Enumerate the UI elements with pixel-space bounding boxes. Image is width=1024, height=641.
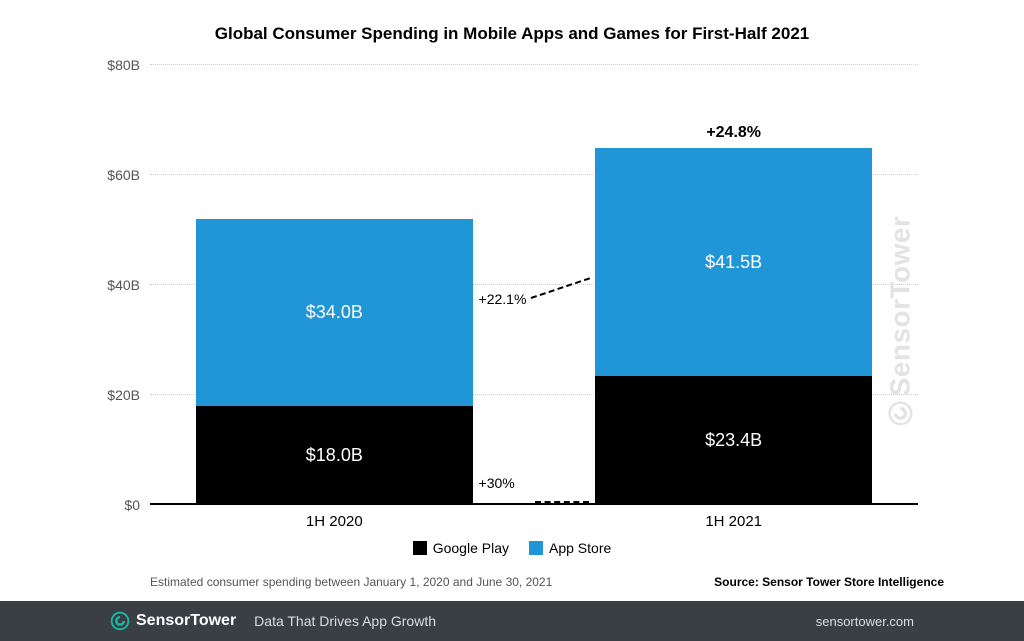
legend-item-google_play: Google Play [413, 540, 509, 556]
category-label: 1H 2020 [306, 513, 363, 530]
footer-url: sensortower.com [816, 614, 914, 629]
growth-connector [535, 501, 590, 503]
bar-segment-app_store: $34.0B [196, 219, 472, 406]
legend-item-app_store: App Store [529, 540, 611, 556]
y-tick-label: $40B [107, 277, 140, 293]
bar-growth-label: +24.8% [595, 124, 871, 142]
bar-segment-google_play: $18.0B [196, 406, 472, 505]
legend-swatch [413, 541, 427, 555]
watermark: SensorTower [885, 215, 917, 426]
y-tick-label: $60B [107, 167, 140, 183]
bar-segment-google_play: $23.4B [595, 376, 871, 505]
bar-group: $23.4B$41.5B+24.8% [595, 148, 871, 505]
legend-label: Google Play [433, 540, 509, 556]
footer-tagline: Data That Drives App Growth [254, 613, 436, 629]
legend-label: App Store [549, 540, 611, 556]
footer-brand: SensorTower [110, 611, 236, 631]
y-tick-label: $0 [124, 497, 140, 513]
watermark-text: SensorTower [885, 215, 917, 396]
category-label: 1H 2021 [705, 513, 762, 530]
growth-pct-label: +22.1% [479, 291, 527, 307]
growth-pct-label: +30% [479, 475, 515, 491]
footnote-left: Estimated consumer spending between Janu… [150, 575, 552, 589]
bar-segment-app_store: $41.5B [595, 148, 871, 376]
footnote-source: Source: Sensor Tower Store Intelligence [714, 575, 944, 589]
y-tick-label: $80B [107, 57, 140, 73]
chart-title: Global Consumer Spending in Mobile Apps … [0, 24, 1024, 44]
gridline [150, 64, 918, 65]
growth-connector [531, 278, 590, 300]
legend-swatch [529, 541, 543, 555]
bar-group: $18.0B$34.0B [196, 219, 472, 505]
footer-bar: SensorTower Data That Drives App Growth … [0, 601, 1024, 641]
brand-icon [110, 611, 130, 631]
legend: Google Play App Store [0, 540, 1024, 558]
chart-container: { "chart": { "type": "stacked-bar", "tit… [0, 0, 1024, 641]
y-tick-label: $20B [107, 387, 140, 403]
plot-area: $0$20B$40B$60B$80B$18.0B$34.0B1H 2020$23… [150, 65, 918, 505]
footer-brand-text: SensorTower [136, 612, 236, 630]
